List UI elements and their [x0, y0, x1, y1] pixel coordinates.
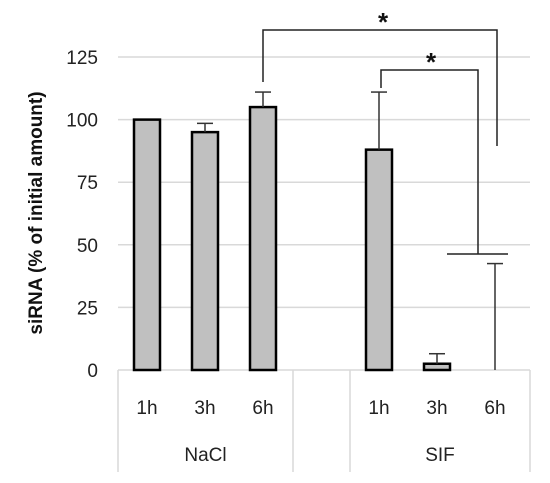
bar — [422, 362, 452, 372]
category-axis-table — [117, 370, 531, 472]
category-label: 1h — [368, 398, 389, 419]
category-label: 3h — [426, 398, 447, 419]
category-label: 1h — [136, 398, 157, 419]
group-label: SIF — [425, 445, 455, 466]
y-tick-label: 100 — [66, 111, 98, 132]
bar — [132, 118, 162, 372]
category-labels: 1h 3h 6h NaCl 1h 3h 6h SIF — [136, 398, 505, 466]
category-label: 6h — [484, 398, 505, 419]
significance-bracket — [262, 29, 498, 146]
significance-bracket — [380, 69, 479, 254]
bars — [132, 105, 452, 372]
gridlines — [118, 56, 530, 371]
y-tick-label: 50 — [77, 236, 98, 257]
y-tick-label: 75 — [77, 173, 98, 194]
significance-star: * — [426, 47, 437, 77]
error-bars — [197, 91, 503, 370]
bar — [248, 105, 278, 372]
category-label: 3h — [194, 398, 215, 419]
significance-star: * — [378, 7, 389, 37]
y-tick-label: 0 — [87, 361, 98, 382]
bar — [190, 130, 220, 372]
y-tick-label: 25 — [77, 298, 98, 319]
y-tick-labels: 0 25 50 75 100 125 — [66, 48, 98, 382]
y-axis-label: siRNA (% of initial amount) — [26, 91, 47, 334]
y-tick-label: 125 — [66, 48, 98, 69]
category-label: 6h — [252, 398, 273, 419]
significance-brackets: ** — [262, 7, 508, 255]
group-label: NaCl — [184, 445, 226, 466]
bar — [364, 148, 394, 372]
